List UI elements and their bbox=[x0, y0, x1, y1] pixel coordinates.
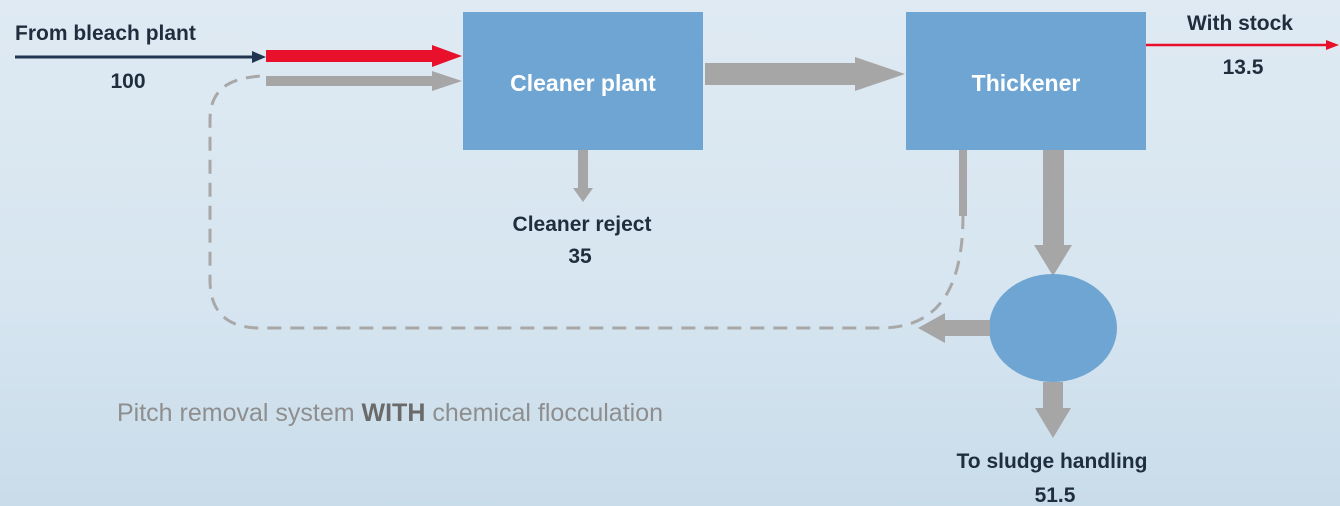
caption-text: chemical flocculation bbox=[432, 399, 663, 427]
flocculation-unit bbox=[989, 274, 1117, 382]
flow-label: To sludge handling bbox=[957, 450, 1148, 473]
thickener-box bbox=[906, 12, 1146, 150]
feed-arrowhead bbox=[252, 51, 266, 63]
cleaner-box bbox=[463, 12, 703, 150]
thickener-label: Thickener bbox=[972, 70, 1081, 96]
flow-value: 100 bbox=[110, 70, 145, 93]
red-arrow bbox=[266, 45, 462, 67]
recycle-line bbox=[208, 74, 965, 330]
sludge-arrow bbox=[1035, 382, 1071, 438]
flow-label: From bleach plant bbox=[15, 22, 196, 45]
flow-value: 35 bbox=[568, 245, 592, 268]
caption-text: Pitch removal system bbox=[117, 399, 355, 427]
flow-label: Cleaner reject bbox=[513, 213, 652, 236]
transfer-arrow bbox=[705, 57, 905, 91]
cleaner-label: Cleaner plant bbox=[510, 70, 656, 96]
flow-label: With stock bbox=[1187, 12, 1293, 35]
stock-arrowhead bbox=[1326, 40, 1339, 50]
return-arrow bbox=[266, 71, 462, 91]
flow-value: 13.5 bbox=[1223, 56, 1264, 79]
caption-emphasis: WITH bbox=[362, 399, 426, 427]
clear-water-arrow bbox=[918, 313, 990, 343]
thickener-down-arrow bbox=[1034, 150, 1072, 276]
reject-arrow bbox=[573, 150, 593, 202]
filtrate-line bbox=[959, 150, 967, 216]
flow-value: 51.5 bbox=[1035, 484, 1076, 506]
caption: Pitch removal system WITH chemical flocc… bbox=[117, 399, 663, 427]
